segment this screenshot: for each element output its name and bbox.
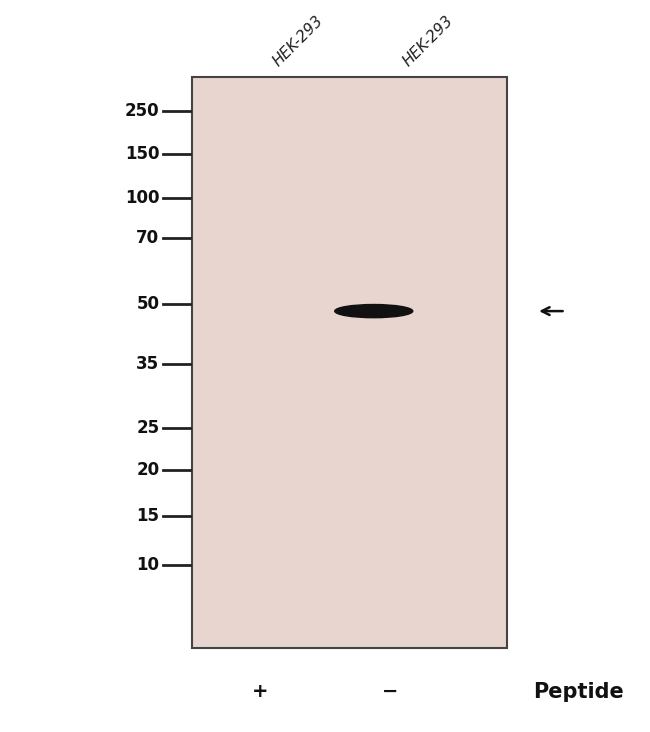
Text: Peptide: Peptide — [533, 681, 624, 702]
Text: −: − — [382, 682, 398, 701]
Ellipse shape — [335, 305, 413, 318]
Text: 10: 10 — [136, 556, 159, 574]
Text: 70: 70 — [136, 229, 159, 247]
Text: 100: 100 — [125, 189, 159, 206]
Text: HEK-293: HEK-293 — [270, 13, 326, 70]
Text: 15: 15 — [136, 507, 159, 525]
Text: 35: 35 — [136, 355, 159, 373]
Text: 25: 25 — [136, 419, 159, 437]
Text: 250: 250 — [125, 102, 159, 120]
Text: 20: 20 — [136, 461, 159, 479]
Text: HEK-293: HEK-293 — [400, 13, 456, 70]
Text: 50: 50 — [136, 295, 159, 313]
Text: +: + — [252, 682, 268, 701]
Text: 150: 150 — [125, 145, 159, 163]
Bar — [192, 77, 507, 648]
